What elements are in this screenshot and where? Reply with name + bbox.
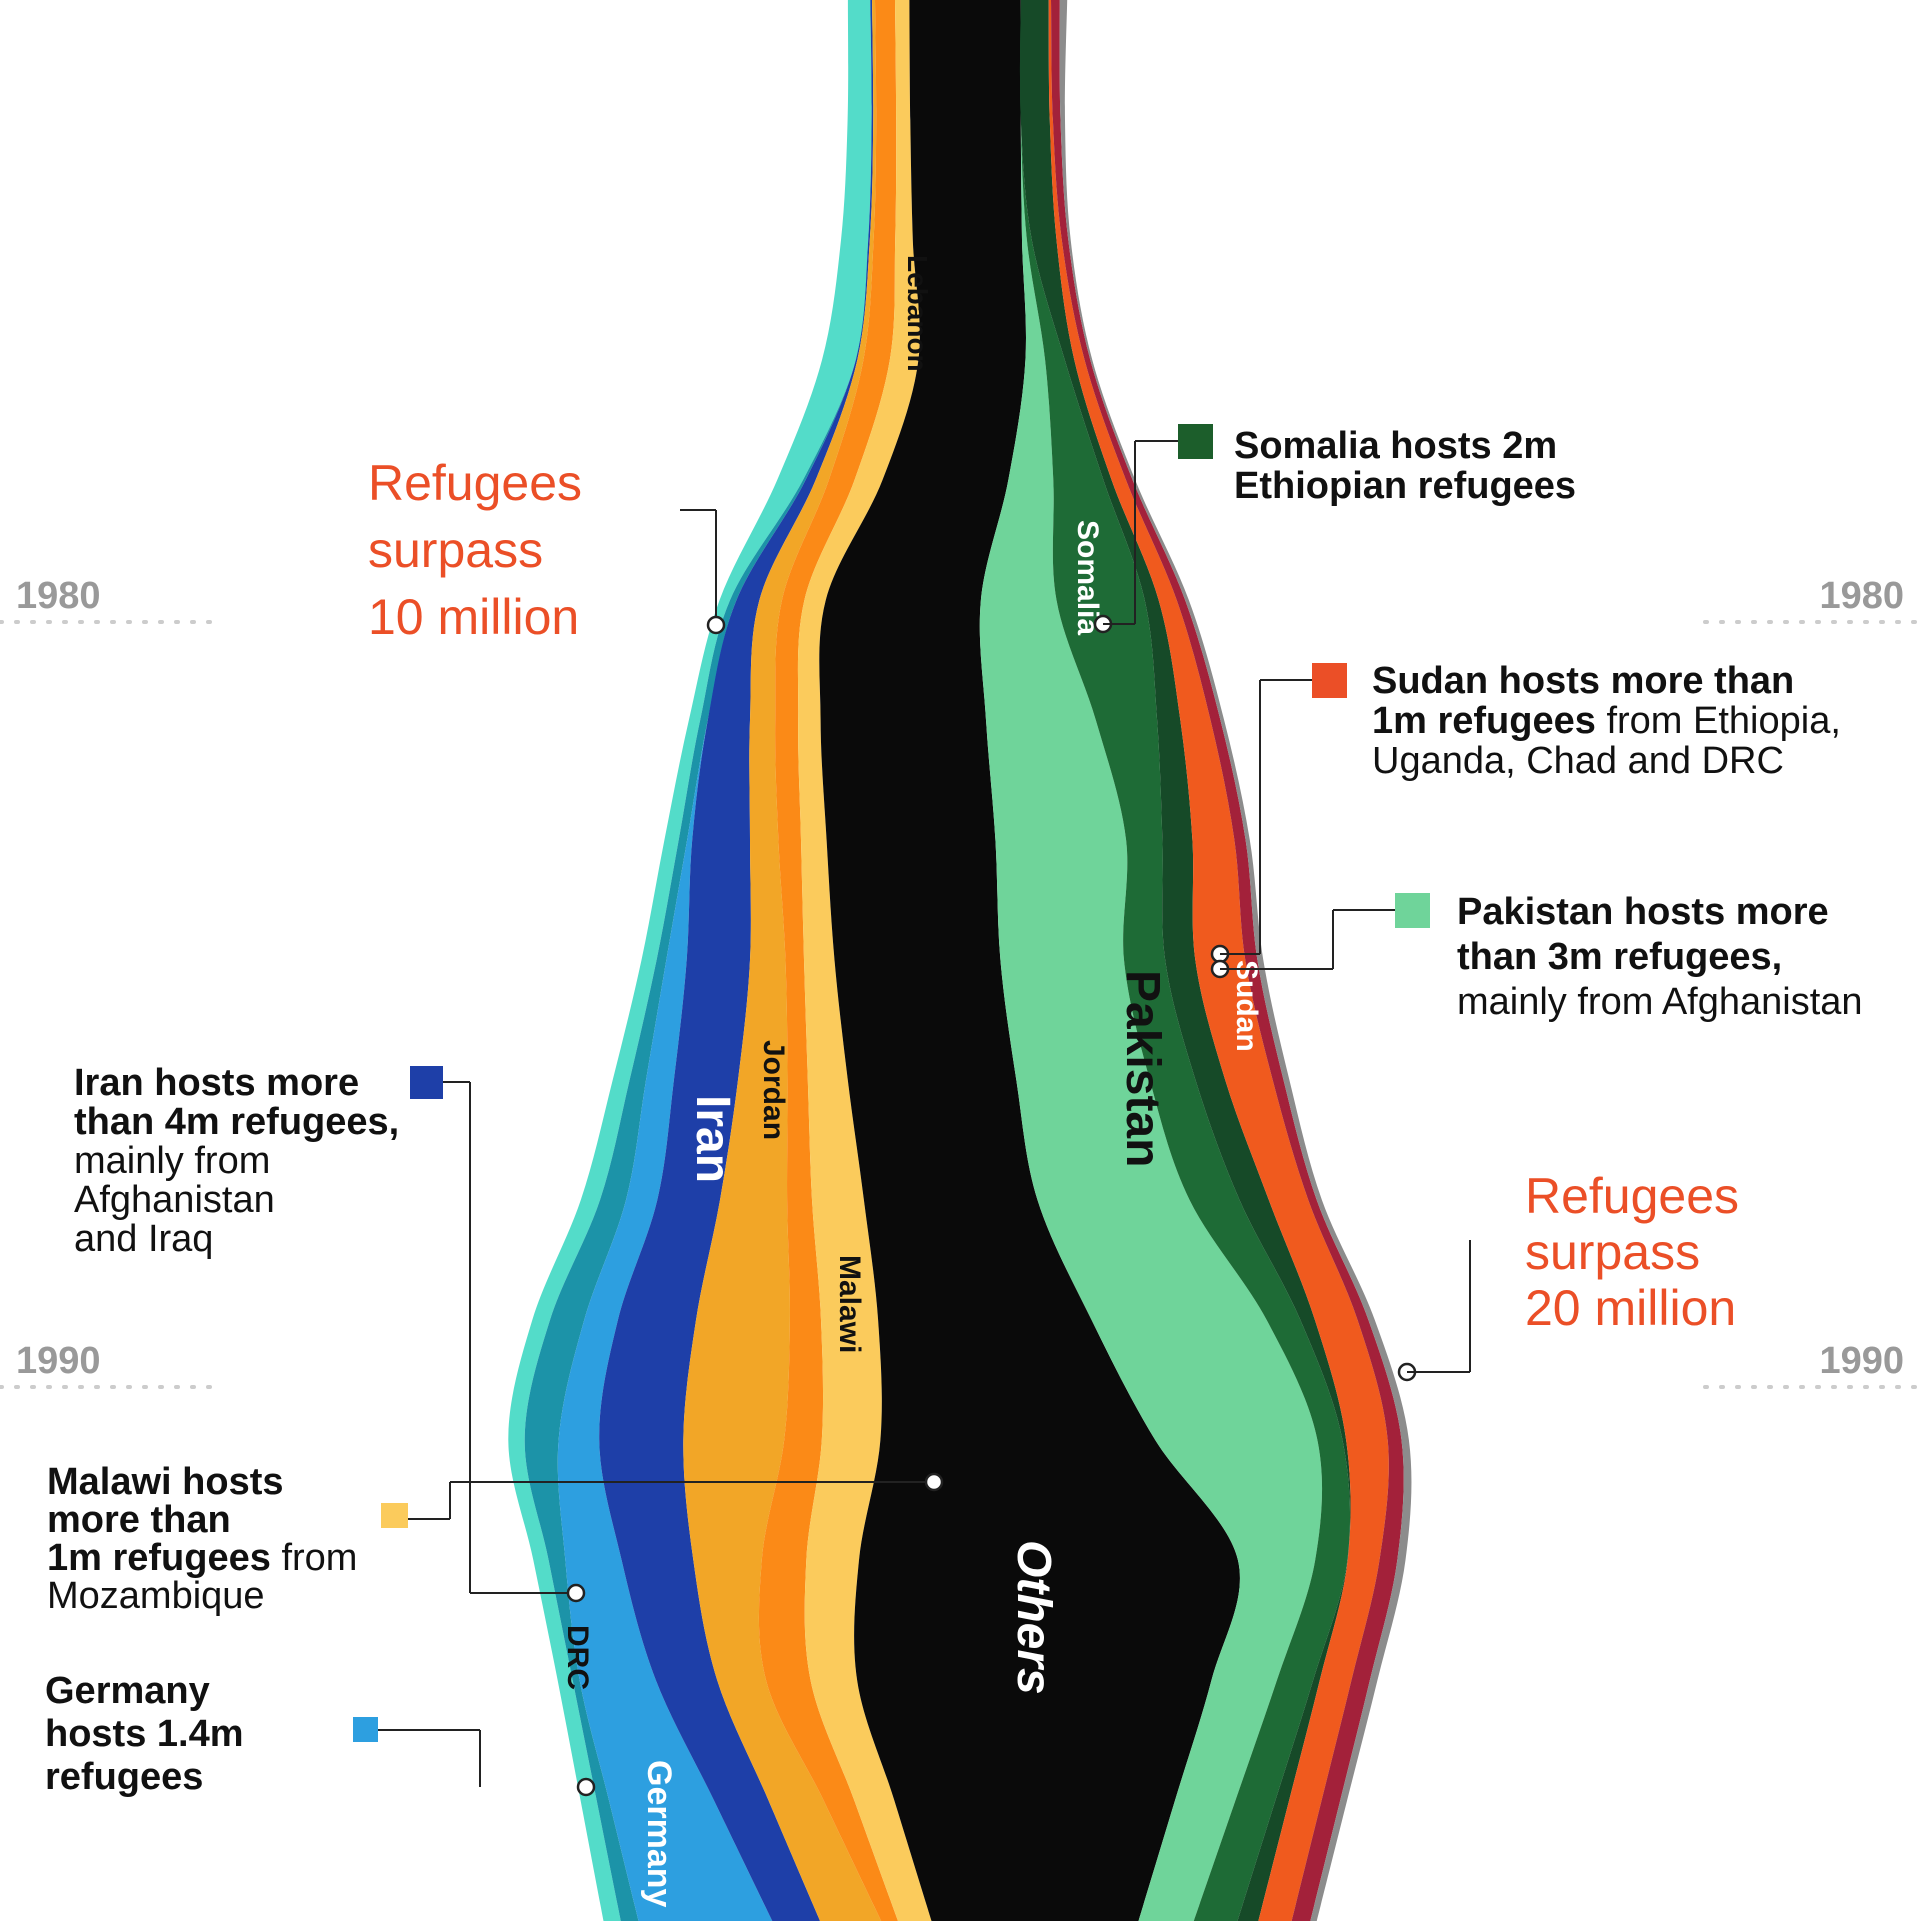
svg-text:DRC: DRC: [561, 1625, 594, 1690]
svg-text:Pakistan: Pakistan: [1116, 970, 1169, 1167]
svg-text:Lebanon: Lebanon: [902, 255, 933, 372]
svg-text:Malawi: Malawi: [833, 1255, 866, 1353]
svg-text:Iran: Iran: [686, 1095, 739, 1183]
svg-text:Germany: Germany: [640, 1760, 678, 1907]
svg-text:1980: 1980: [1819, 575, 1904, 617]
svg-text:Jordan: Jordan: [757, 1040, 790, 1140]
svg-text:Others: Others: [1007, 1540, 1060, 1695]
svg-text:1990: 1990: [16, 1340, 101, 1382]
svg-text:1990: 1990: [1819, 1340, 1904, 1382]
svg-text:Sudan: Sudan: [1230, 960, 1263, 1052]
svg-text:1980: 1980: [16, 575, 101, 617]
